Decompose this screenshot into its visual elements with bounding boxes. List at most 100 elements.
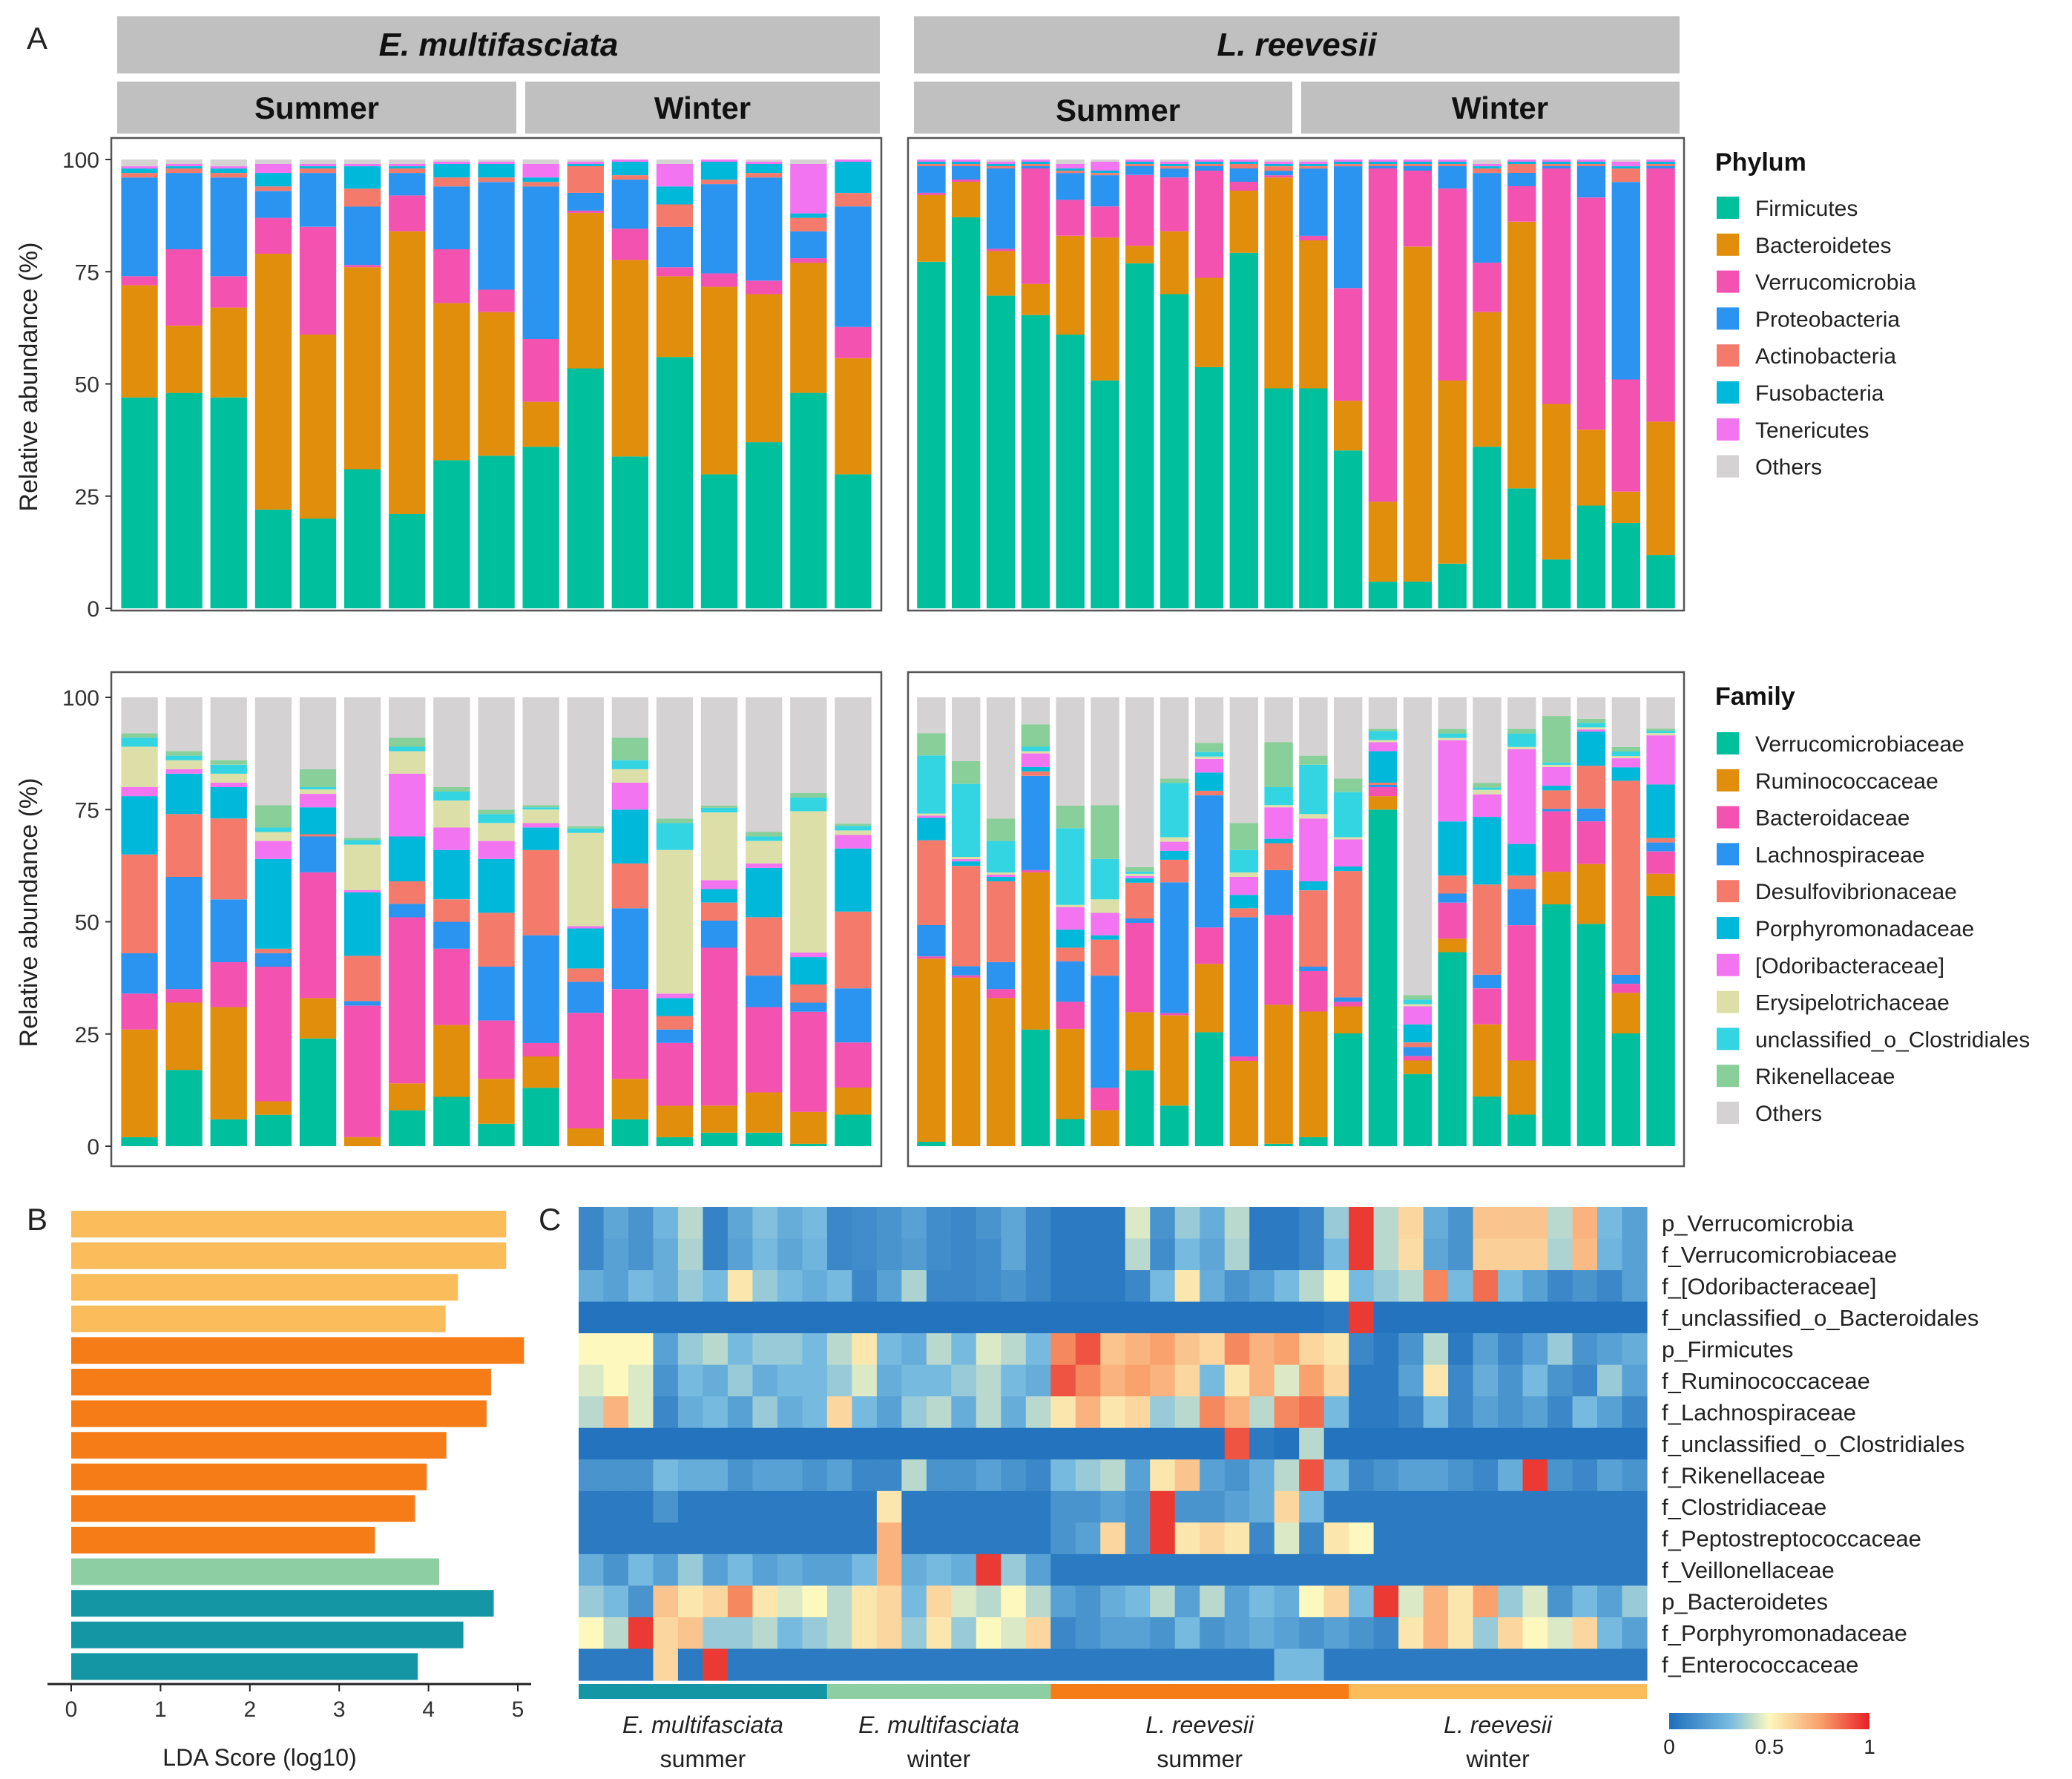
bar-segment-bacteroidetes <box>1473 312 1502 447</box>
heatmap-cell <box>976 1648 1002 1681</box>
bar-segment-lachnospiraceae <box>1646 842 1675 852</box>
bar-segment-others <box>567 697 604 826</box>
bar-segment-verrucomicrobia <box>986 249 1016 251</box>
heatmap-cell <box>951 1270 977 1303</box>
heatmap-cell <box>677 1490 704 1523</box>
bar-segment-ruminococcaceae <box>1507 1060 1536 1115</box>
bar-segment-erysipelotrichaceae <box>952 857 981 860</box>
heatmap-cell <box>677 1585 704 1618</box>
heatmap-cell <box>1498 1585 1524 1618</box>
heatmap-cell <box>752 1207 778 1240</box>
bar-segment-bacteroidetes <box>700 286 738 475</box>
heatmap-cell <box>1522 1396 1548 1429</box>
heatmap-cell <box>1522 1459 1548 1492</box>
bar-segment-others <box>1091 697 1119 806</box>
heatmap-cell <box>1200 1427 1226 1460</box>
heatmap-cell <box>603 1648 629 1681</box>
bar-segment-porphyromonadaceae <box>1264 838 1293 844</box>
legend-swatch <box>1717 455 1739 478</box>
bar-segment-tenericutes <box>299 164 337 166</box>
heatmap-cell <box>802 1207 828 1240</box>
bar-segment-rikenellaceae <box>121 733 158 738</box>
bar-segment-bacteroidetes <box>1368 502 1398 582</box>
heatmap-cell <box>1125 1364 1151 1397</box>
bar-segment-bacteroidaceae <box>611 989 648 1079</box>
heatmap-cell <box>1572 1617 1598 1650</box>
heatmap-cell <box>876 1617 902 1650</box>
bar-segment-bacteroidetes <box>952 182 981 217</box>
heatmap-cell <box>1349 1490 1375 1523</box>
bar-segment-odoribacteraceae <box>746 863 783 868</box>
heatmap-cell <box>901 1648 927 1681</box>
bar-segment-firmicutes <box>478 456 515 608</box>
heatmap-cell <box>1498 1396 1524 1429</box>
heatmap-cell <box>1572 1648 1598 1681</box>
heatmap-cell <box>579 1270 605 1303</box>
bar-segment-lachnospiraceae <box>746 976 783 1007</box>
heatmap-cell <box>1498 1648 1524 1681</box>
bar-segment-firmicutes <box>210 397 247 608</box>
bar-segment-tenericutes <box>254 164 292 174</box>
bar-segment-rikenellaceae <box>299 769 337 787</box>
bar-segment-others <box>656 697 694 819</box>
bar-segment-proteobacteria <box>1160 168 1189 178</box>
bar-segment-bacteroidetes <box>1438 381 1467 564</box>
heatmap-cell <box>703 1207 729 1240</box>
heatmap-cell <box>876 1270 902 1303</box>
bar-segment-ruminococcaceae <box>1403 1060 1433 1074</box>
lda-x-axis-label: LDA Score (log10) <box>162 1744 356 1771</box>
heatmap-cell <box>1224 1270 1250 1303</box>
heatmap-cell <box>603 1270 629 1303</box>
bar-segment-desulfovibrionaceae <box>299 834 337 837</box>
heatmap-cell <box>852 1396 878 1429</box>
heatmap-cell <box>579 1459 605 1492</box>
heatmap-cell <box>976 1333 1002 1366</box>
heatmap-cell <box>1323 1427 1349 1460</box>
heatmap-row-label: f_Peptostreptococcaceae <box>1662 1526 1921 1552</box>
heatmap-cell <box>976 1396 1002 1429</box>
heatmap-cell <box>1274 1553 1300 1586</box>
bar-segment-bacteroidetes <box>299 334 337 519</box>
heatmap-cell <box>802 1617 828 1650</box>
heatmap-cell <box>1200 1585 1226 1618</box>
heatmap-cell <box>1299 1490 1325 1523</box>
heatmap-cell <box>802 1427 828 1460</box>
legend-entry: Verrucomicrobiaceae <box>1755 732 1964 757</box>
bar-segment-erysipelotrichaceae <box>567 832 604 927</box>
bar-segment-ruminococcaceae <box>1438 938 1467 953</box>
heatmap-cell <box>1473 1427 1499 1460</box>
heatmap-cell <box>1050 1333 1076 1366</box>
heatmap-cell <box>1249 1617 1275 1650</box>
bar-segment-porphyromonadaceae <box>210 787 247 819</box>
heatmap-cell <box>802 1396 828 1429</box>
heatmap-cell <box>579 1207 605 1240</box>
heatmap-cell <box>1398 1617 1424 1650</box>
heatmap-cell <box>1174 1585 1200 1618</box>
bar-segment-others <box>389 160 426 164</box>
bar-segment-porphyromonadaceae <box>389 836 426 881</box>
heatmap-cell <box>802 1238 828 1271</box>
bar-segment-tenericutes <box>389 164 426 166</box>
bar-segment-actinobacteria <box>1160 166 1189 169</box>
bar-segment-porphyromonadaceae <box>165 773 203 815</box>
heatmap-cell <box>777 1364 803 1397</box>
bar-segment-bacteroidetes <box>522 401 559 447</box>
bar-segment-firmicutes <box>656 357 694 608</box>
bar-segment-erysipelotrichaceae <box>1264 805 1293 808</box>
bar-segment-desulfovibrionaceae <box>700 902 738 921</box>
heatmap-cell <box>852 1617 878 1650</box>
y-tick-label: 25 <box>75 1023 99 1048</box>
heatmap-cell <box>826 1238 852 1271</box>
bar-segment-tenericutes <box>1368 160 1398 162</box>
legend-swatch <box>1717 233 1739 256</box>
heatmap-cell <box>1001 1207 1027 1240</box>
bar-segment-tenericutes <box>1611 162 1640 167</box>
legend-entry: Proteobacteria <box>1755 307 1900 332</box>
bar-segment-porphyromonadaceae <box>1194 772 1224 791</box>
heatmap-cell <box>579 1585 605 1618</box>
heatmap-cell <box>802 1270 828 1303</box>
bar-segment-rikenellaceae <box>210 760 247 765</box>
bar-segment-ruminococcaceae <box>254 1101 292 1115</box>
heatmap-cell <box>1622 1459 1648 1492</box>
heatmap-row-label: f_Verrucomicrobiaceae <box>1662 1242 1897 1268</box>
